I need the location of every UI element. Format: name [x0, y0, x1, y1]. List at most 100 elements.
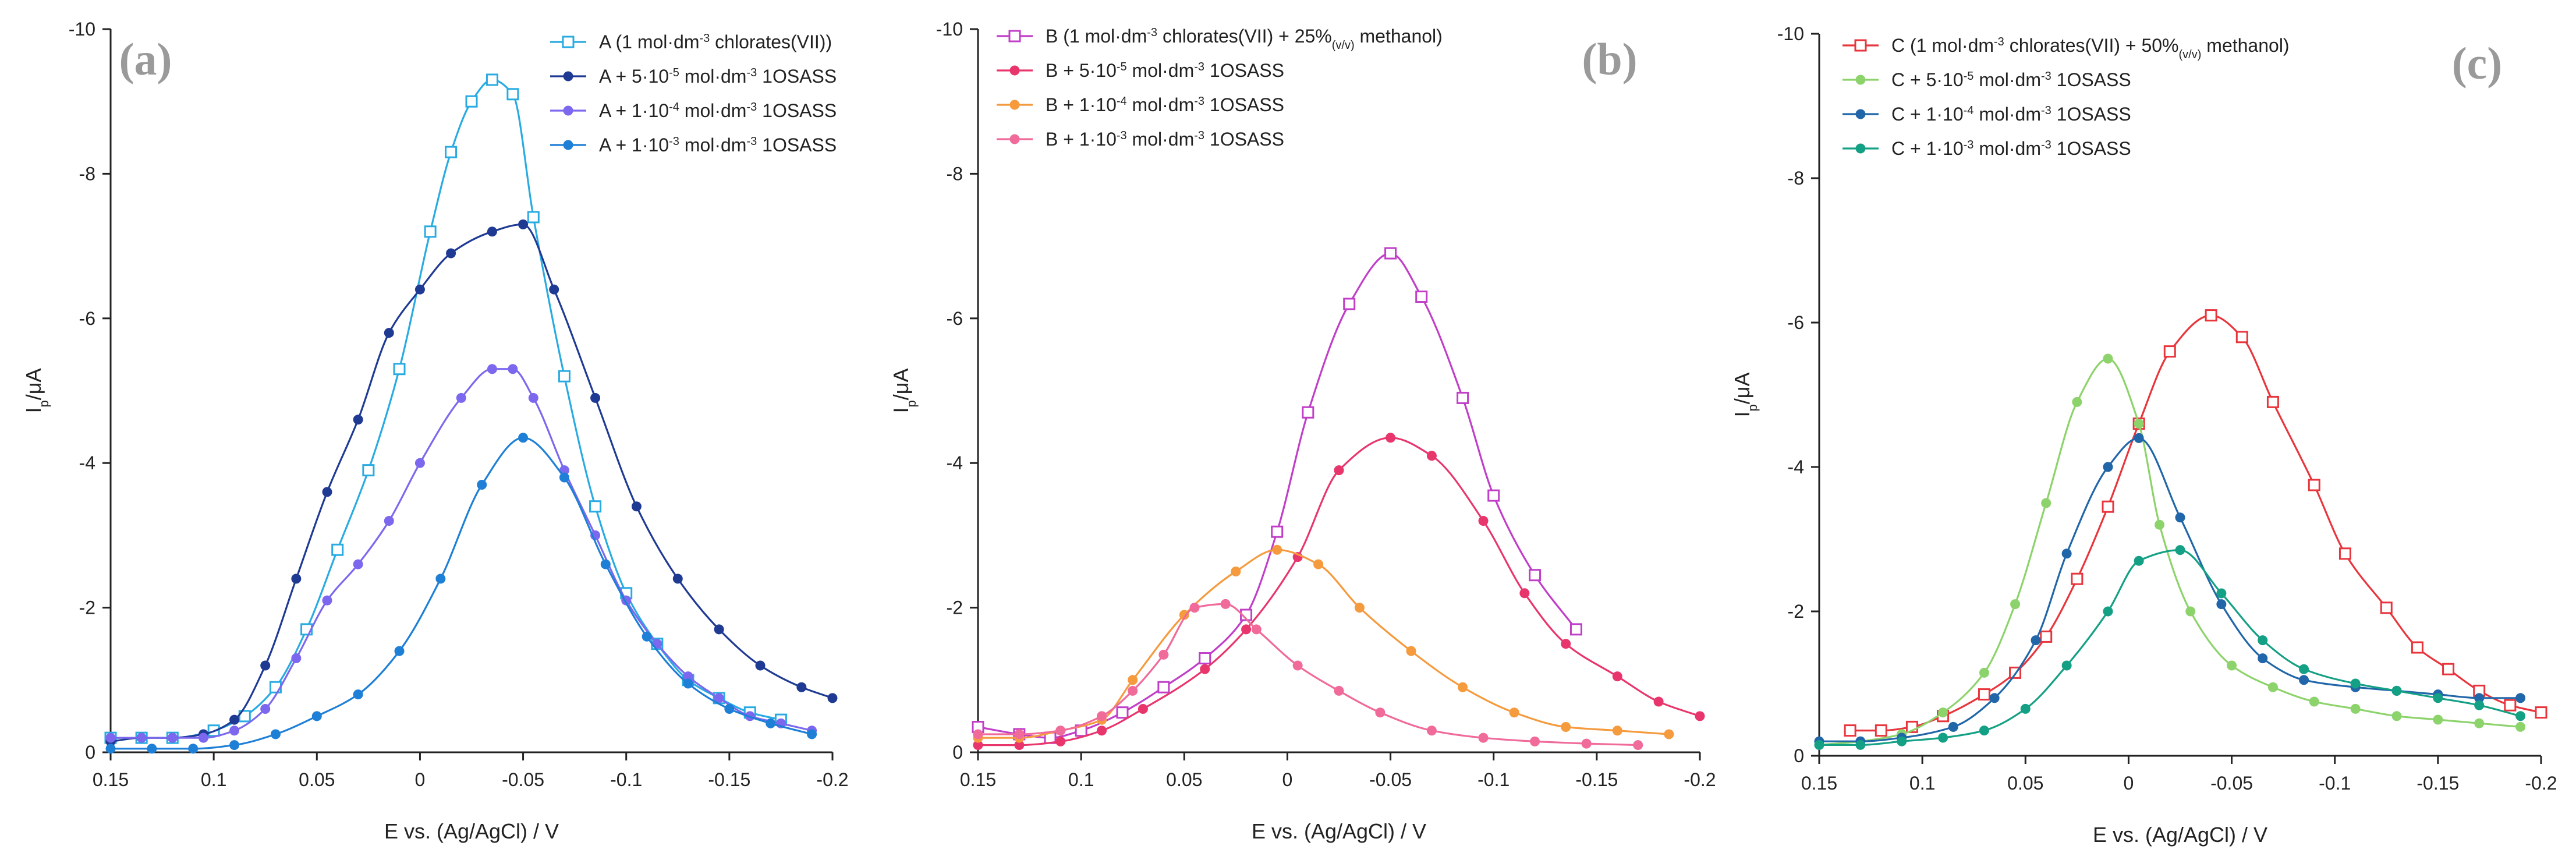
legend-item: C + 1·10-3 mol·dm-3 1OSASS — [1842, 138, 2131, 159]
data-point — [353, 415, 363, 425]
x-axis-label: E vs. (Ag/AgCl) / V — [2093, 823, 2267, 847]
data-point — [1128, 685, 1138, 696]
data-point — [105, 744, 116, 754]
legend-marker — [1855, 109, 1866, 119]
data-point — [506, 88, 519, 101]
x-tick-label: 0.05 — [2007, 773, 2043, 794]
data-point — [1897, 736, 1907, 746]
series-3 — [1814, 433, 2526, 746]
data-point — [1313, 559, 1324, 569]
x-tick-label: -0.05 — [502, 769, 544, 790]
legend-label: A (1 mol·dm-3 chlorates(VII)) — [599, 31, 832, 52]
data-point — [1978, 688, 1990, 701]
data-point — [1653, 696, 1664, 707]
data-point — [1664, 729, 1674, 739]
data-point — [1375, 707, 1386, 718]
data-point — [424, 225, 437, 238]
series-line — [978, 548, 1670, 739]
data-point — [2216, 599, 2227, 610]
legend-label: A + 1·10-3 mol·dm-3 1OSASS — [599, 135, 837, 155]
x-tick-label: -0.15 — [708, 769, 750, 790]
legend-marker — [1854, 39, 1867, 52]
legend-label: C + 1·10-3 mol·dm-3 1OSASS — [1891, 138, 2131, 159]
legend-item: C + 1·10-4 mol·dm-3 1OSASS — [1842, 104, 2131, 125]
data-point — [1509, 707, 1519, 718]
data-point — [394, 646, 405, 656]
data-point — [528, 392, 538, 403]
data-point — [198, 732, 208, 743]
data-point — [1855, 739, 1866, 750]
series-line — [110, 437, 813, 750]
x-axis-label: E vs. (Ag/AgCl) / V — [1252, 819, 1426, 843]
data-point — [445, 146, 458, 158]
data-point — [766, 718, 776, 728]
data-point — [2474, 700, 2485, 710]
data-point — [2380, 601, 2393, 614]
series-4 — [105, 433, 817, 754]
y-tick-label: -8 — [947, 163, 963, 184]
x-tick-label: 0.1 — [1909, 773, 1935, 794]
legend-label: C + 1·10-4 mol·dm-3 1OSASS — [1891, 104, 2131, 125]
data-point — [456, 392, 466, 403]
data-point — [384, 516, 394, 526]
data-point — [755, 660, 766, 671]
data-point — [2515, 693, 2526, 703]
data-point — [973, 729, 983, 739]
series-line — [1850, 314, 2542, 732]
data-point — [1179, 610, 1189, 620]
data-point — [1561, 722, 1571, 732]
legend-item: C (1 mol·dm-3 chlorates(VII) + 50%(v/v) … — [1842, 35, 2290, 61]
y-tick-label: -4 — [79, 452, 95, 473]
data-point — [807, 729, 817, 739]
data-point — [414, 458, 425, 468]
data-point — [260, 660, 271, 671]
x-tick-label: -0.05 — [1369, 769, 1412, 790]
data-point — [260, 703, 271, 714]
data-point — [2155, 519, 2165, 530]
data-point — [1116, 706, 1129, 719]
x-tick-label: 0.15 — [1801, 773, 1837, 794]
data-point — [2175, 512, 2185, 523]
data-point — [1354, 603, 1365, 613]
data-point — [1292, 660, 1303, 671]
data-point — [1199, 652, 1211, 665]
legend-marker — [563, 71, 573, 82]
y-tick-label: -6 — [1788, 312, 1804, 333]
legend-label: C + 5·10-5 mol·dm-3 1OSASS — [1891, 69, 2131, 90]
data-point — [1097, 726, 1107, 736]
legend-label: B + 5·10-5 mol·dm-3 1OSASS — [1046, 60, 1284, 81]
data-point — [827, 693, 838, 703]
data-point — [683, 678, 693, 689]
data-point — [518, 219, 529, 229]
data-point — [527, 211, 540, 224]
legend-item: A + 1·10-4 mol·dm-3 1OSASS — [550, 100, 837, 121]
y-tick-label: 0 — [85, 742, 95, 763]
data-point — [1386, 433, 1396, 443]
legend-marker — [563, 105, 573, 116]
legend-item: B + 5·10-5 mol·dm-3 1OSASS — [997, 60, 1284, 81]
data-point — [1426, 726, 1437, 736]
data-point — [2350, 703, 2361, 714]
data-point — [2309, 696, 2319, 707]
data-point — [1138, 703, 1148, 714]
data-point — [487, 227, 497, 237]
legend: A (1 mol·dm-3 chlorates(VII)) A + 5·10-5 … — [550, 31, 837, 155]
data-point — [1271, 525, 1284, 538]
y-tick-label: 0 — [1794, 745, 1804, 766]
data-point — [590, 392, 601, 403]
data-point — [2391, 711, 2402, 721]
data-point — [2103, 606, 2113, 617]
data-point — [167, 732, 178, 743]
data-point — [508, 364, 518, 374]
data-point — [1014, 729, 1025, 739]
series-2 — [1814, 353, 2526, 750]
data-point — [2061, 548, 2072, 559]
data-point — [1343, 298, 1356, 310]
legend-item: B + 1·10-3 mol·dm-3 1OSASS — [997, 129, 1284, 150]
data-point — [322, 487, 332, 497]
data-point — [331, 543, 344, 556]
data-point — [2134, 433, 2144, 443]
legend-label: B (1 mol·dm-3 chlorates(VII) + 25%(v/v) … — [1046, 26, 1443, 52]
data-point — [229, 740, 240, 751]
y-axis-label: Ip/μA — [889, 368, 919, 413]
